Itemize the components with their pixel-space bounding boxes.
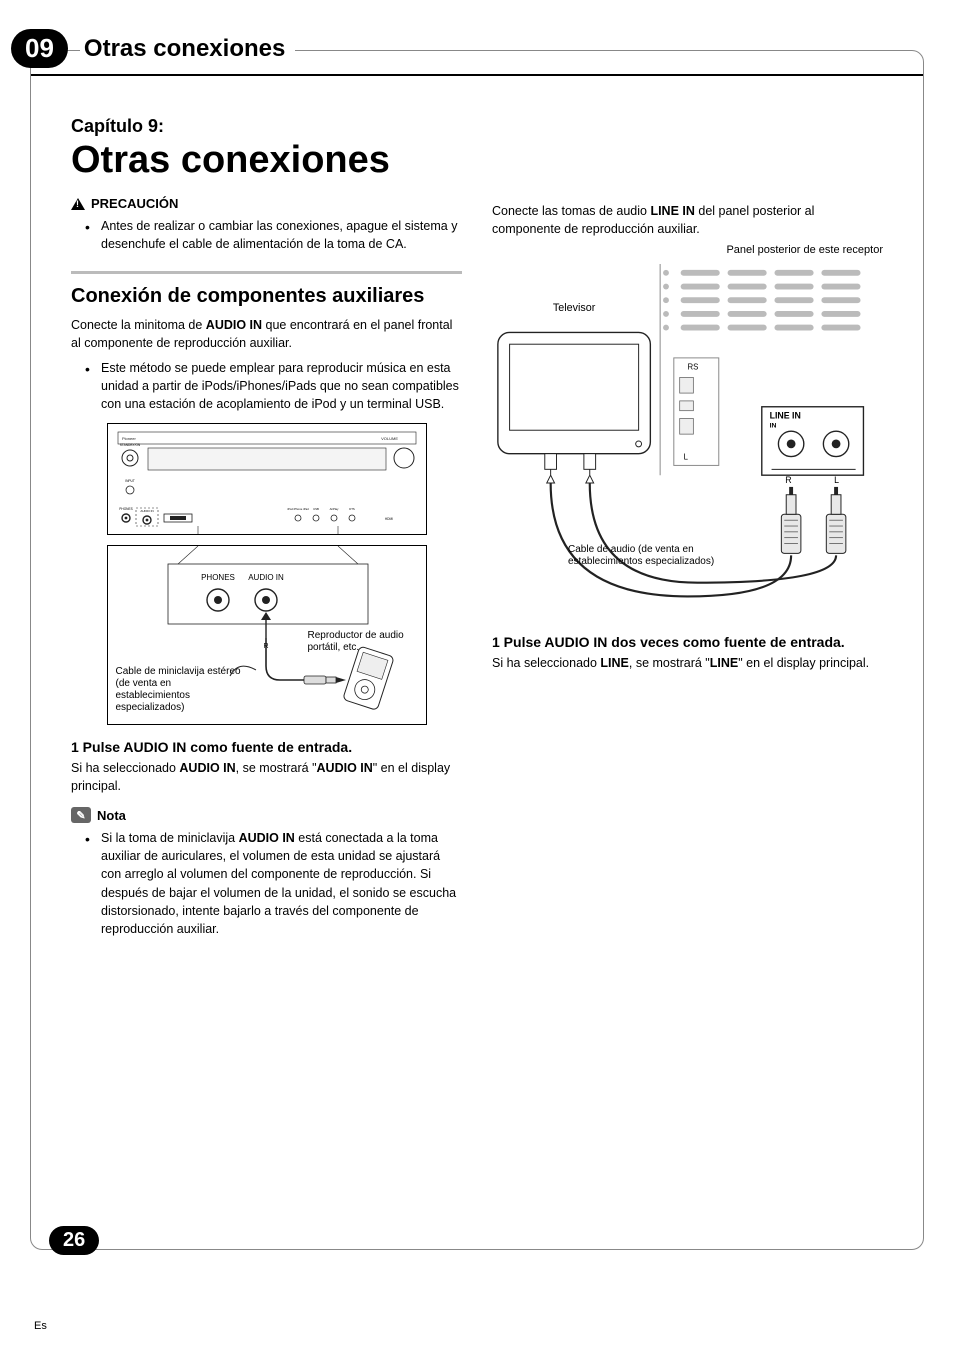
section1-intro: Conecte la minitoma de AUDIO IN que enco…: [71, 316, 462, 352]
page-number: 26: [49, 1226, 99, 1255]
left-column: Capítulo 9: Otras conexiones PRECAUCIÓN …: [71, 116, 462, 942]
svg-text:PHONES: PHONES: [201, 573, 235, 582]
note-bullet: Si la toma de miniclavija AUDIO IN está …: [101, 829, 462, 938]
svg-text:AUDIO IN: AUDIO IN: [140, 509, 153, 513]
section1-title: Conexión de componentes auxiliares: [71, 284, 462, 308]
svg-text:R: R: [263, 643, 268, 650]
svg-text:iPod iPhone iPad: iPod iPhone iPad: [287, 507, 309, 511]
svg-text:INPUT: INPUT: [125, 479, 135, 483]
section1-bullet: Este método se puede emplear para reprod…: [101, 359, 462, 413]
header-title: Otras conexiones: [80, 35, 295, 63]
caution-bullet: Antes de realizar o cambiar las conexion…: [101, 217, 462, 253]
warning-icon: [71, 198, 85, 210]
right-column: Conecte las tomas de audio LINE IN del p…: [492, 116, 883, 942]
svg-text:IN: IN: [770, 423, 777, 430]
section-divider: [71, 271, 462, 274]
svg-text:VOLUME: VOLUME: [381, 436, 398, 441]
svg-text:L: L: [684, 453, 689, 462]
player-label: Reproductor de audio portátil, etc.: [308, 630, 418, 654]
svg-text:HDMI: HDMI: [384, 517, 392, 521]
svg-text:AUDIO IN: AUDIO IN: [248, 573, 284, 582]
svg-text:AirPlay: AirPlay: [329, 507, 338, 511]
page-lang: Es: [34, 1320, 47, 1332]
right-intro: Conecte las tomas de audio LINE IN del p…: [492, 202, 883, 238]
svg-text:DTS: DTS: [349, 507, 355, 511]
audio-cable-label: Cable de audio (de venta en establecimie…: [568, 544, 728, 568]
step1-left-title: 1 Pulse AUDIO IN como fuente de entrada.: [71, 739, 462, 755]
svg-text:LINE IN: LINE IN: [770, 411, 801, 421]
svg-text:Televisor: Televisor: [553, 302, 596, 314]
caution-label: PRECAUCIÓN: [91, 196, 178, 211]
svg-text:R: R: [785, 475, 791, 485]
receiver-diagram: Pioneer VOLUME STANDBY/ON INPUT PHONES: [107, 423, 427, 535]
svg-text:L: L: [834, 475, 839, 485]
rear-panel-diagram: RS L LINE IN IN R L: [492, 260, 883, 620]
step1-right-body: Si ha seleccionado LINE, se mostrará "LI…: [492, 654, 883, 672]
audioin-zoom-diagram: PHONES AUDIO IN: [107, 545, 427, 725]
chapter-number-badge: 09: [11, 29, 68, 68]
panel-caption: Panel posterior de este receptor: [492, 244, 883, 256]
svg-text:USB: USB: [313, 507, 319, 511]
note-icon: ✎: [71, 807, 91, 823]
brand-label: Pioneer: [122, 436, 136, 441]
note-label: Nota: [97, 808, 126, 823]
step1-right-title: 1 Pulse AUDIO IN dos veces como fuente d…: [492, 634, 883, 650]
svg-text:RS: RS: [688, 363, 699, 372]
chapter-label: Capítulo 9:: [71, 116, 462, 137]
svg-text:PHONES: PHONES: [119, 507, 132, 511]
svg-text:STANDBY/ON: STANDBY/ON: [119, 443, 140, 447]
step1-left-body: Si ha seleccionado AUDIO IN, se mostrará…: [71, 759, 462, 795]
main-title: Otras conexiones: [71, 139, 462, 182]
header-underline: [31, 74, 923, 76]
